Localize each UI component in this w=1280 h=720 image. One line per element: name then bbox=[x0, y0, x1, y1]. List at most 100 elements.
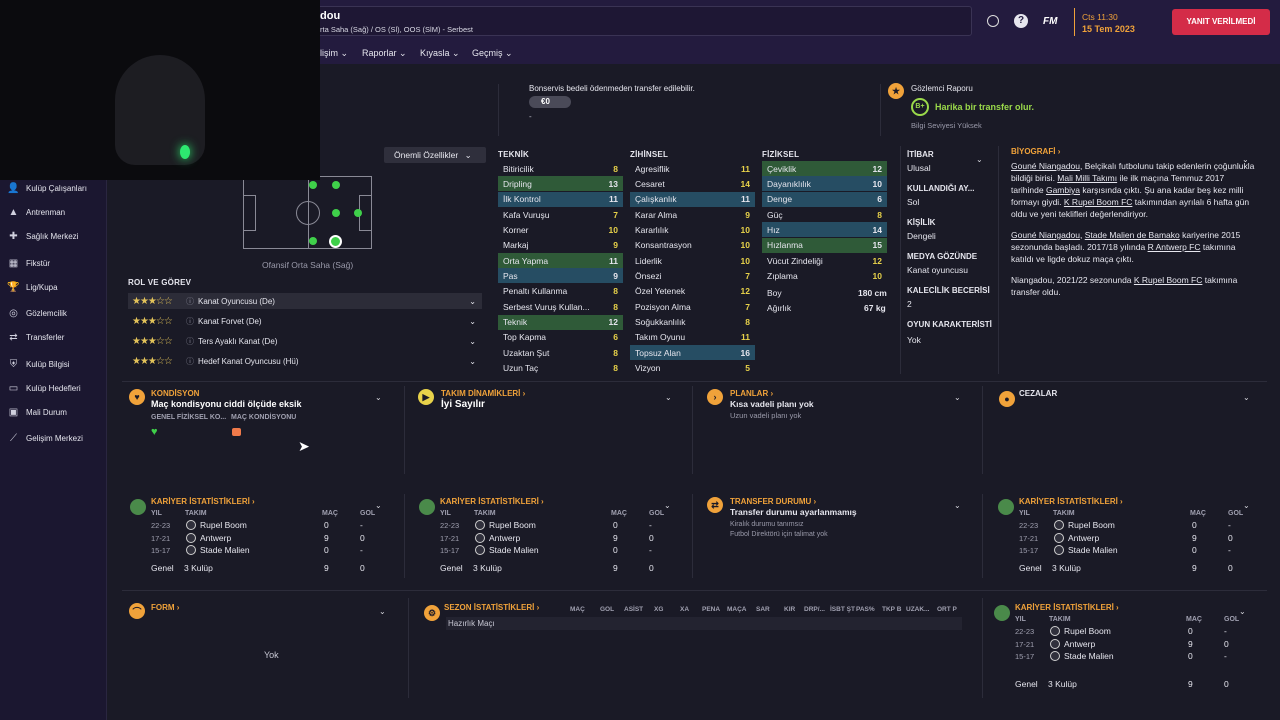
career-team[interactable]: Rupel Boom bbox=[489, 520, 536, 530]
career-team[interactable]: Antwerp bbox=[200, 532, 232, 543]
chevron-down-icon[interactable]: ⌄ bbox=[664, 501, 671, 510]
sidebar-item-transfers[interactable]: ⇄ Transferler bbox=[8, 332, 64, 343]
bio-link[interactable]: Gouné Niangadou bbox=[1011, 230, 1081, 240]
career-team[interactable]: Rupel Boom bbox=[200, 520, 247, 530]
role-row[interactable]: ★★★☆☆ ⓘ Hedef Kanat Oyuncusu (Hü) ⌄ bbox=[128, 353, 482, 369]
chevron-down-icon[interactable]: ⌄ bbox=[1243, 501, 1250, 510]
career-title[interactable]: KARİYER İSTATİSTİKLERİ › bbox=[1019, 497, 1123, 506]
career-team[interactable]: Antwerp bbox=[1064, 638, 1096, 649]
chevron-down-icon[interactable]: ⌄ bbox=[954, 393, 961, 402]
attribute-row[interactable]: Korner 10 bbox=[498, 222, 623, 237]
attribute-row[interactable]: Denge 6 bbox=[762, 191, 887, 207]
bio-link[interactable]: Gouné Niangadou bbox=[1011, 161, 1081, 171]
attribute-row[interactable]: Zıplama 10 bbox=[762, 268, 887, 283]
role-row[interactable]: ★★★☆☆ ⓘ Kanat Oyuncusu (De) ⌄ bbox=[128, 293, 482, 309]
attribute-row[interactable]: Kafa Vuruşu 7 bbox=[498, 207, 623, 222]
attribute-row[interactable]: Bitiricilik 8 bbox=[498, 161, 623, 176]
menu-compare[interactable]: Kıyasla ⌄ bbox=[420, 48, 460, 59]
attribute-row[interactable]: Cesaret 14 bbox=[630, 176, 755, 191]
attribute-row[interactable]: Pozisyon Alma 7 bbox=[630, 299, 755, 314]
attribute-row[interactable]: Dripling 13 bbox=[498, 176, 623, 192]
career-title[interactable]: KARİYER İSTATİSTİKLERİ › bbox=[440, 497, 544, 506]
attribute-row[interactable]: Markaj 9 bbox=[498, 238, 623, 253]
attribute-row[interactable]: Liderlik 10 bbox=[630, 253, 755, 268]
bio-title[interactable]: BİYOGRAFİ › bbox=[1011, 147, 1060, 156]
career-team[interactable]: Antwerp bbox=[1068, 532, 1100, 543]
sidebar-item-dev-center[interactable]: ⟋ Gelişim Merkezi bbox=[8, 433, 83, 444]
attribute-row[interactable]: Güç 8 bbox=[762, 207, 887, 222]
transfer-status-title[interactable]: TRANSFER DURUMU › bbox=[730, 497, 817, 506]
reply-button[interactable]: YANIT VERİLMEDİ bbox=[1172, 9, 1270, 35]
attribute-row[interactable]: Takım Oyunu 11 bbox=[630, 330, 755, 345]
fm-logo[interactable]: FM bbox=[1043, 16, 1058, 27]
scout-report-title[interactable]: Gözlemci Raporu bbox=[911, 84, 973, 93]
attribute-row[interactable]: Dayanıklılık 10 bbox=[762, 176, 887, 192]
attribute-row[interactable]: Uzaktan Şut 8 bbox=[498, 345, 623, 360]
dynamics-title[interactable]: TAKIM DİNAMİKLERİ › bbox=[441, 389, 526, 398]
menu-development[interactable]: lişim ⌄ bbox=[320, 48, 348, 59]
career-team[interactable]: Stade Malien bbox=[1064, 651, 1114, 662]
attribute-row[interactable]: Uzun Taç 8 bbox=[498, 361, 623, 376]
career-team[interactable]: Stade Malien bbox=[200, 545, 250, 556]
attribute-row[interactable]: Önsezi 7 bbox=[630, 268, 755, 283]
attribute-row[interactable]: Top Kapma 6 bbox=[498, 330, 623, 345]
bio-link[interactable]: K Rupel Boom FC bbox=[1133, 275, 1203, 285]
key-attributes-dropdown[interactable]: Önemli Özellikler ⌄ bbox=[384, 147, 486, 163]
attribute-row[interactable]: Vizyon 5 bbox=[630, 361, 755, 376]
attribute-row[interactable]: Konsantrasyon 10 bbox=[630, 238, 755, 253]
bio-link[interactable]: Gambiya bbox=[1045, 185, 1080, 195]
attribute-row[interactable]: Orta Yapma 11 bbox=[498, 253, 623, 269]
bio-link[interactable]: R Antwerp FC bbox=[1147, 242, 1201, 252]
attribute-row[interactable]: Teknik 12 bbox=[498, 314, 623, 330]
chevron-down-icon[interactable]: ⌄ bbox=[1243, 393, 1250, 402]
chevron-down-icon[interactable]: ⌄ bbox=[976, 155, 983, 164]
chevron-down-icon[interactable]: ⌄ bbox=[665, 393, 672, 402]
attribute-row[interactable]: Pas 9 bbox=[498, 268, 623, 284]
attribute-row[interactable]: Kararlılık 10 bbox=[630, 222, 755, 237]
career-team[interactable]: Stade Malien bbox=[1068, 545, 1118, 556]
sidebar-item-training[interactable]: ▲ Antrenman bbox=[8, 207, 66, 218]
sidebar-item-finances[interactable]: ▣ Mali Durum bbox=[8, 407, 67, 418]
menu-history[interactable]: Geçmiş ⌄ bbox=[472, 48, 513, 59]
career-team[interactable]: Antwerp bbox=[489, 532, 521, 543]
attribute-row[interactable]: Hızlanma 15 bbox=[762, 237, 887, 253]
chevron-down-icon[interactable]: ⌄ bbox=[1239, 607, 1246, 616]
role-row[interactable]: ★★★☆☆ ⓘ Kanat Forvet (De) ⌄ bbox=[128, 313, 482, 329]
chevron-down-icon[interactable]: ⌄ bbox=[375, 393, 382, 402]
sidebar-item-scouting[interactable]: ◎ Gözlemcilik bbox=[8, 308, 67, 319]
help-icon[interactable]: ? bbox=[1014, 14, 1028, 28]
sidebar-item-club-info[interactable]: ⛨ Kulüp Bilgisi bbox=[8, 359, 70, 370]
attribute-row[interactable]: Topsuz Alan 16 bbox=[630, 345, 755, 361]
sidebar-item-staff[interactable]: 👤 Kulüp Çalışanları bbox=[7, 183, 87, 194]
role-row[interactable]: ★★★☆☆ ⓘ Ters Ayaklı Kanat (De) ⌄ bbox=[128, 333, 482, 349]
bio-link[interactable]: K Rupel Boom FC bbox=[1063, 197, 1133, 207]
career-title[interactable]: KARİYER İSTATİSTİKLERİ › bbox=[1015, 603, 1119, 612]
attribute-row[interactable]: Vücut Zindeliği 12 bbox=[762, 253, 887, 268]
form-title[interactable]: FORM › bbox=[151, 603, 180, 612]
attribute-row[interactable]: Serbest Vuruş Kullan... 8 bbox=[498, 299, 623, 314]
chevron-down-icon[interactable]: ⌄ bbox=[379, 607, 386, 616]
globe-icon[interactable] bbox=[987, 15, 999, 27]
plans-title[interactable]: PLANLAR › bbox=[730, 389, 774, 398]
attribute-row[interactable]: Agresiflik 11 bbox=[630, 161, 755, 176]
career-title[interactable]: KARİYER İSTATİSTİKLERİ › bbox=[151, 497, 255, 506]
sidebar-item-fixtures[interactable]: ▦ Fikstür bbox=[8, 258, 50, 269]
chevron-down-icon[interactable]: ⌄ bbox=[1242, 155, 1249, 164]
attribute-row[interactable]: İlk Kontrol 11 bbox=[498, 191, 623, 207]
attribute-row[interactable]: Özel Yetenek 12 bbox=[630, 284, 755, 299]
bio-link[interactable]: Stade Malien de Bamako bbox=[1084, 230, 1180, 240]
chevron-down-icon[interactable]: ⌄ bbox=[954, 501, 961, 510]
sidebar-item-league[interactable]: 🏆 Lig/Kupa bbox=[7, 282, 57, 293]
menu-reports[interactable]: Raporlar ⌄ bbox=[362, 48, 407, 59]
attribute-row[interactable]: Hız 14 bbox=[762, 222, 887, 238]
career-team[interactable]: Rupel Boom bbox=[1064, 626, 1111, 636]
attribute-row[interactable]: Penaltı Kullanma 8 bbox=[498, 284, 623, 299]
sidebar-item-medical[interactable]: ✚ Sağlık Merkezi bbox=[8, 231, 78, 242]
career-team[interactable]: Rupel Boom bbox=[1068, 520, 1115, 530]
attribute-row[interactable]: Çalışkanlık 11 bbox=[630, 191, 755, 207]
sidebar-item-club-vision[interactable]: ▭ Kulüp Hedefleri bbox=[8, 383, 81, 394]
attribute-row[interactable]: Soğukkanlılık 8 bbox=[630, 315, 755, 330]
season-title[interactable]: SEZON İSTATİSTİKLERİ › bbox=[444, 603, 540, 612]
attribute-row[interactable]: Çeviklik 12 bbox=[762, 161, 887, 176]
bio-link[interactable]: Mali Milli Takımı bbox=[1057, 173, 1118, 183]
